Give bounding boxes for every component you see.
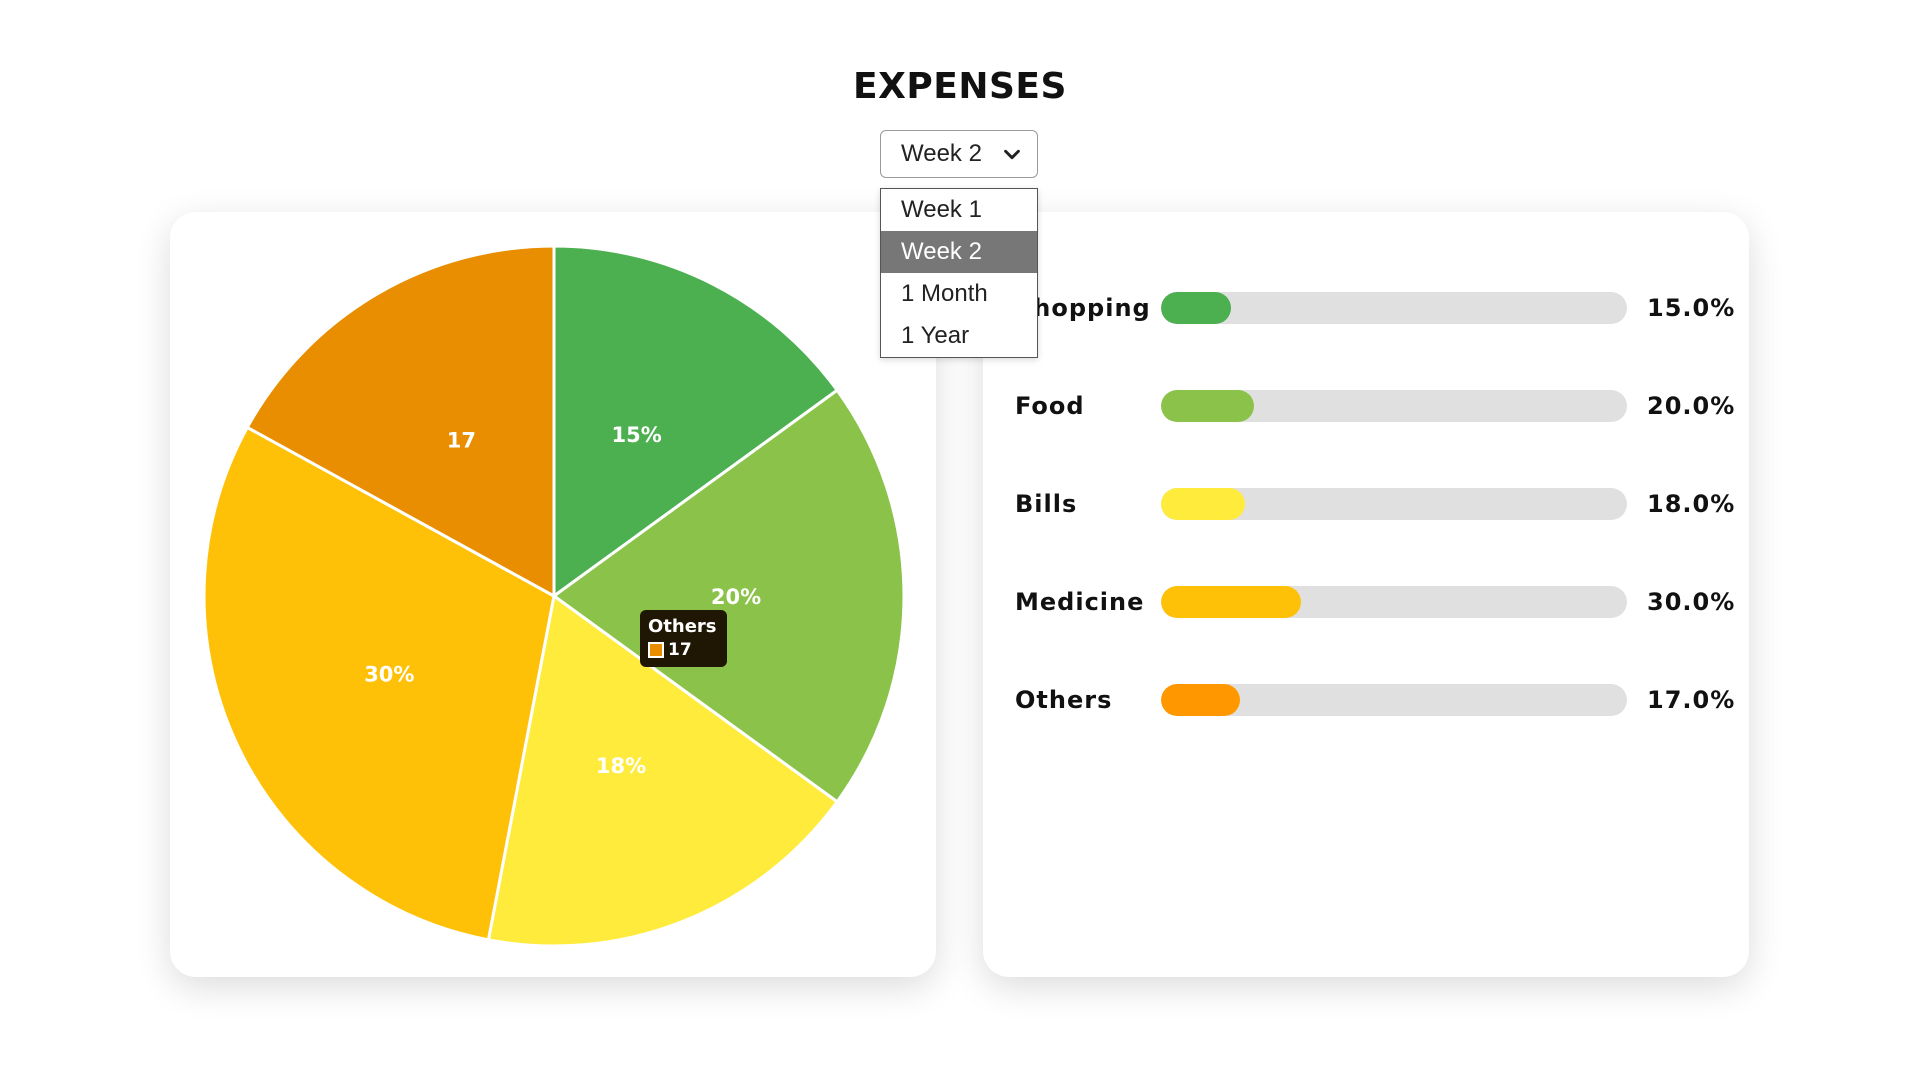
progress-fill: [1161, 586, 1301, 618]
page-title: EXPENSES: [853, 66, 1067, 107]
progress-fill: [1161, 488, 1245, 520]
progress-track: [1161, 390, 1627, 422]
tooltip-title: Others: [648, 616, 717, 637]
chart-tooltip: Others 17: [640, 610, 727, 667]
progress-row-food: Food 20.0%: [1015, 386, 1735, 426]
chevron-down-icon: [1004, 149, 1020, 160]
dropdown-option[interactable]: Week 1: [901, 196, 982, 223]
pie-slice-label: 30%: [364, 662, 414, 686]
progress-percent: 17.0%: [1647, 686, 1736, 714]
tooltip-swatch: [648, 642, 664, 658]
pie-slice-label: 20%: [711, 585, 761, 609]
progress-percent: 30.0%: [1647, 588, 1736, 616]
dropdown-option[interactable]: 1 Month: [901, 280, 988, 307]
progress-percent: 20.0%: [1647, 392, 1736, 420]
progress-percent: 15.0%: [1647, 294, 1736, 322]
pie-slice-food[interactable]: [551, 388, 906, 804]
expenses-pie-chart: 15% 20% 18% 30% 17: [202, 244, 906, 948]
progress-bar-list: Shopping 15.0% Food 20.0% Bills 18.0% Medicine…: [983, 212, 1749, 977]
dropdown-option[interactable]: Week 2: [881, 231, 1037, 273]
pie-chart-card: 15% 20% 18% 30% 17 Others 17: [170, 212, 936, 977]
dropdown-option[interactable]: 1 Year: [901, 322, 970, 349]
progress-track: [1161, 684, 1627, 716]
pie-slice-shopping[interactable]: [552, 244, 840, 599]
progress-fill: [1161, 390, 1255, 422]
period-select-value: Week 2: [901, 140, 982, 167]
progress-track: [1161, 292, 1627, 324]
progress-row-medicine: Medicine 30.0%: [1015, 582, 1735, 622]
progress-fill: [1161, 684, 1241, 716]
period-select[interactable]: Week 2: [880, 130, 1038, 178]
progress-fill: [1161, 292, 1231, 324]
progress-row-bills: Bills 18.0%: [1015, 484, 1735, 524]
progress-label: Medicine: [1015, 588, 1145, 616]
pie-slice-label: 18%: [596, 754, 646, 778]
pie-slice-label: 17: [447, 428, 476, 452]
pie-slice-medicine[interactable]: [202, 425, 556, 942]
progress-percent: 18.0%: [1647, 490, 1736, 518]
progress-row-shopping: Shopping 15.0%: [1015, 288, 1735, 328]
progress-row-others: Others 17.0%: [1015, 680, 1735, 720]
progress-track: [1161, 586, 1627, 618]
period-dropdown-list: Week 1 Week 2 1 Month 1 Year: [880, 188, 1038, 358]
pie-slice-bills[interactable]: [486, 593, 840, 948]
pie-slice-label: 15%: [611, 423, 661, 447]
progress-label: Food: [1015, 392, 1085, 420]
progress-track: [1161, 488, 1627, 520]
progress-label: Bills: [1015, 490, 1078, 518]
breakdown-card: Shopping 15.0% Food 20.0% Bills 18.0% Medicine…: [983, 212, 1749, 977]
pie-slice-others[interactable]: [245, 244, 556, 599]
progress-label: Others: [1015, 686, 1113, 714]
tooltip-value: 17: [668, 640, 692, 660]
